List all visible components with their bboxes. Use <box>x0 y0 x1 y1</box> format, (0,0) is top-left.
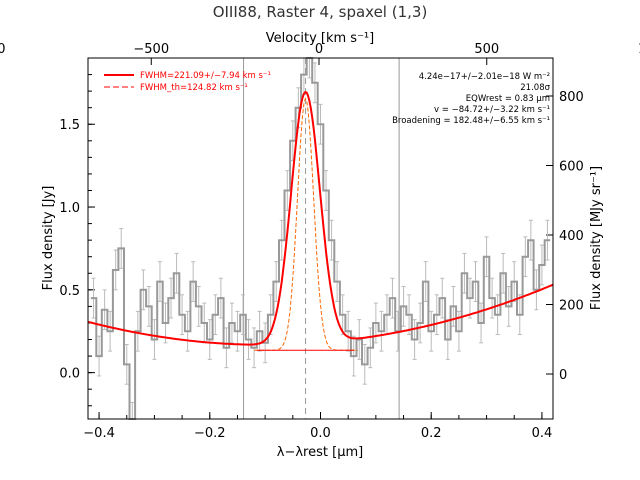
left-axis-ticks: 0.0 0.5 1.0 1.5 <box>59 74 95 407</box>
reference-lines <box>243 58 400 419</box>
top-tick-label: −1000 <box>0 42 5 57</box>
right-tick-label: 200 <box>559 299 584 314</box>
y-axis-label: Flux density [Jy] <box>41 186 56 291</box>
x-axis-label: λ−λrest [μm] <box>277 445 363 460</box>
right-tick-label: 800 <box>559 90 584 105</box>
legend-fit-label: FWHM=221.09+/−7.94 km s⁻¹ <box>140 71 271 81</box>
right-axis-ticks: 0 200 400 600 800 <box>546 90 584 383</box>
top-tick-label: 0 <box>315 42 323 57</box>
x-tick-label: 0.4 <box>532 426 553 441</box>
bottom-axis-ticks: −0.4 −0.2 0.0 0.2 0.4 <box>83 412 552 441</box>
y-tick-label: 1.0 <box>59 201 80 216</box>
top-tick-label: 1000 <box>638 42 640 57</box>
legend-thermal-label: FWHM_th=124.82 km s⁻¹ <box>140 83 248 93</box>
x-tick-label: −0.4 <box>83 426 115 441</box>
top-tick-label: −500 <box>133 42 169 57</box>
x-tick-label: −0.2 <box>194 426 226 441</box>
y-tick-label: 0.5 <box>59 284 80 299</box>
annotation-block: 4.24e−17+/−2.01e−18 W m⁻² 21.08σ EQWrest… <box>392 72 551 126</box>
x-tick-label: 0.2 <box>421 426 442 441</box>
fit-line <box>87 90 554 346</box>
y-tick-label: 0.0 <box>59 367 80 382</box>
annotation-line-flux: 4.24e−17+/−2.01e−18 W m⁻² <box>419 72 550 82</box>
top-tick-label: 500 <box>474 42 499 57</box>
legend: FWHM=221.09+/−7.94 km s⁻¹ FWHM_th=124.82… <box>104 71 271 93</box>
annotation-velocity: v = −84.72+/−3.22 km s⁻¹ <box>434 105 550 115</box>
right-tick-label: 400 <box>559 229 584 244</box>
right-tick-label: 600 <box>559 160 584 175</box>
top-axis-ticks: −1000 −500 0 500 1000 <box>0 42 640 65</box>
annotation-broadening: Broadening = 182.48+/−6.55 km s⁻¹ <box>392 116 550 126</box>
annotation-significance: 21.08σ <box>520 83 550 93</box>
spectrum-step-line <box>90 57 551 420</box>
plot-frame <box>87 57 554 420</box>
x-tick-label: 0.0 <box>310 426 331 441</box>
top-axis-label: Velocity [km s⁻¹] <box>266 31 374 46</box>
chart-title: OIII88, Raster 4, spaxel (1,3) <box>213 3 428 21</box>
annotation-eqw: EQWrest = 0.83 μm <box>466 94 550 104</box>
right-axis-label: Flux density [MJy sr⁻¹] <box>589 166 604 310</box>
right-tick-label: 0 <box>559 368 567 383</box>
y-tick-label: 1.5 <box>59 118 80 133</box>
